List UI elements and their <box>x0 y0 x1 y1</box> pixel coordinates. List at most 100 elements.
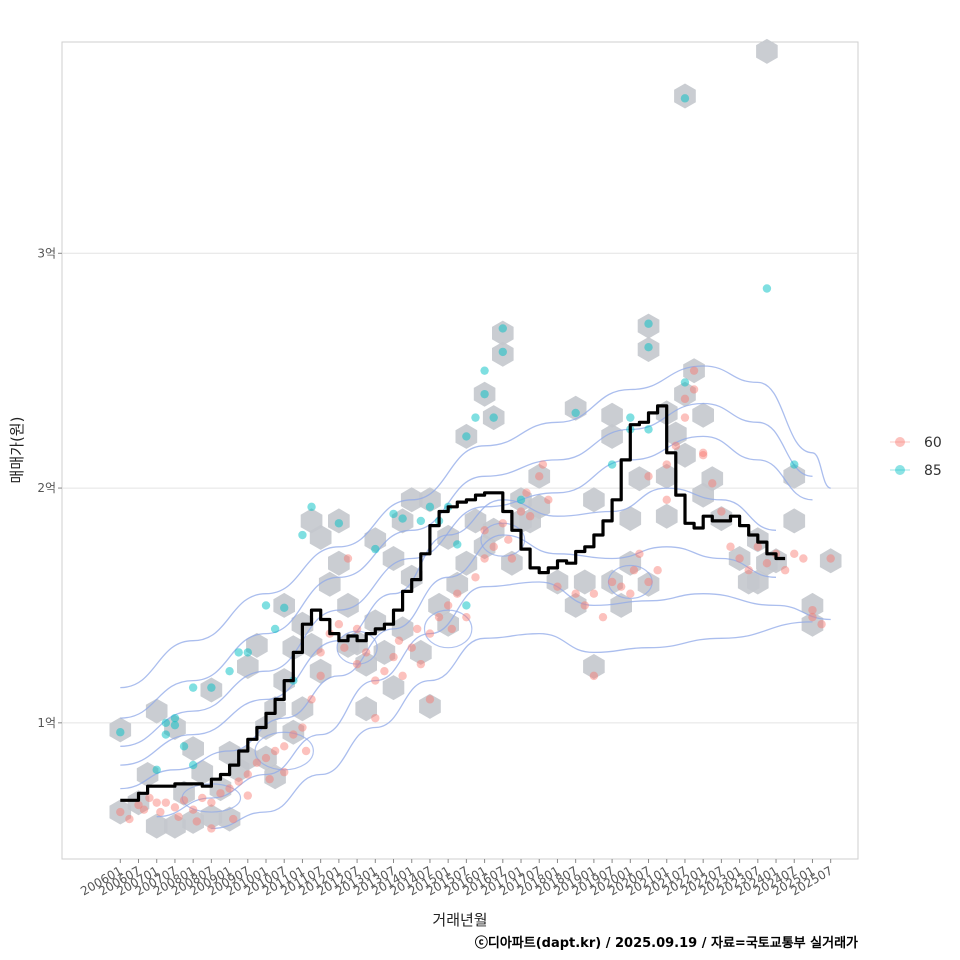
point-60 <box>207 798 216 807</box>
point-60 <box>708 479 717 488</box>
point-60 <box>371 713 380 723</box>
hexbin-cell <box>127 790 150 816</box>
point-60 <box>471 573 480 582</box>
point-60 <box>116 807 125 817</box>
point-60 <box>298 723 307 732</box>
point-60 <box>662 460 671 469</box>
hexbin-cell <box>382 546 405 571</box>
hexbin-cell <box>583 654 605 679</box>
hexbin-cell <box>619 506 642 532</box>
point-85 <box>489 413 498 422</box>
point-60 <box>790 549 799 558</box>
point-85 <box>207 683 216 692</box>
moving-average-line <box>120 404 786 802</box>
point-60 <box>580 601 589 610</box>
point-60 <box>216 789 225 798</box>
hexbin-cell <box>655 463 678 489</box>
point-85 <box>453 540 462 549</box>
point-85 <box>298 530 307 540</box>
point-85 <box>571 408 580 418</box>
point-60 <box>371 676 380 685</box>
hexbin-cell <box>683 358 705 384</box>
point-60 <box>407 643 416 652</box>
point-60 <box>301 746 311 756</box>
point-60 <box>389 652 398 662</box>
point-60 <box>316 671 325 681</box>
point-60 <box>125 814 134 824</box>
point-60 <box>289 730 298 739</box>
point-60 <box>489 542 498 551</box>
point-60 <box>434 612 444 622</box>
point-60 <box>361 648 371 657</box>
hexbin-cell <box>601 402 623 428</box>
point-85 <box>680 378 690 387</box>
hexbin-cell <box>610 592 632 618</box>
point-60 <box>179 796 189 805</box>
point-85 <box>270 624 280 634</box>
point-60 <box>617 582 626 591</box>
hexbin-cell <box>783 463 806 489</box>
hexbin-cell <box>583 487 605 513</box>
point-60 <box>808 612 817 622</box>
hexbin-cell <box>337 592 359 618</box>
hexbin-cell <box>328 550 350 576</box>
point-60 <box>629 566 639 575</box>
hexbin-cell <box>446 571 469 597</box>
point-60 <box>425 629 435 638</box>
point-60 <box>535 472 544 481</box>
point-60 <box>553 582 562 591</box>
point-85 <box>480 366 489 375</box>
hexbin-cell <box>373 639 396 665</box>
density-contour <box>120 534 777 790</box>
point-85 <box>398 514 407 523</box>
legend-label-60: 60 <box>924 435 942 451</box>
point-60 <box>139 805 149 814</box>
density-contour <box>120 402 813 719</box>
point-85 <box>680 94 690 103</box>
point-60 <box>334 620 344 629</box>
point-60 <box>462 612 471 622</box>
density-contour <box>607 564 653 600</box>
point-60 <box>340 643 349 652</box>
point-60 <box>689 385 699 394</box>
hexbin-cell <box>573 569 596 595</box>
point-60 <box>425 695 435 704</box>
caption: ⓒ디아파트(dapt.kr) / 2025.09.19 / 자료=국토교통부 실… <box>475 935 858 951</box>
point-60 <box>635 549 644 558</box>
point-60 <box>316 648 325 657</box>
point-85 <box>762 284 772 293</box>
point-60 <box>270 746 280 756</box>
point-60 <box>598 612 608 622</box>
hexbin-cell <box>756 38 778 64</box>
point-85 <box>188 683 198 692</box>
point-60 <box>398 671 407 681</box>
point-60 <box>174 812 183 821</box>
point-85 <box>371 544 380 554</box>
point-60 <box>480 554 489 563</box>
x-axis-title: 거래년월 <box>432 911 487 929</box>
point-85 <box>234 648 243 657</box>
hexbin-cell <box>601 569 623 595</box>
density-contour <box>336 630 378 665</box>
point-60 <box>307 695 316 704</box>
density-contour <box>480 522 526 557</box>
y-tick-label-3억: 3억 <box>37 246 56 260</box>
hexbin-cell <box>382 675 405 701</box>
point-60 <box>589 589 599 598</box>
legend-key-60 <box>895 437 905 447</box>
point-60 <box>753 542 763 551</box>
point-85 <box>462 432 471 441</box>
hexbin-cell <box>355 651 377 677</box>
point-85 <box>790 460 799 469</box>
point-85 <box>644 343 653 352</box>
point-85 <box>462 601 471 610</box>
hexbin-cell <box>419 487 441 513</box>
point-60 <box>662 495 671 505</box>
hexbin-cell <box>655 503 678 529</box>
hexbin-cell <box>701 466 724 492</box>
point-85 <box>161 730 171 739</box>
scatter-points <box>116 94 835 833</box>
point-85 <box>498 347 508 357</box>
hexbin-cell <box>637 571 660 597</box>
hexbin-cell <box>419 693 441 719</box>
